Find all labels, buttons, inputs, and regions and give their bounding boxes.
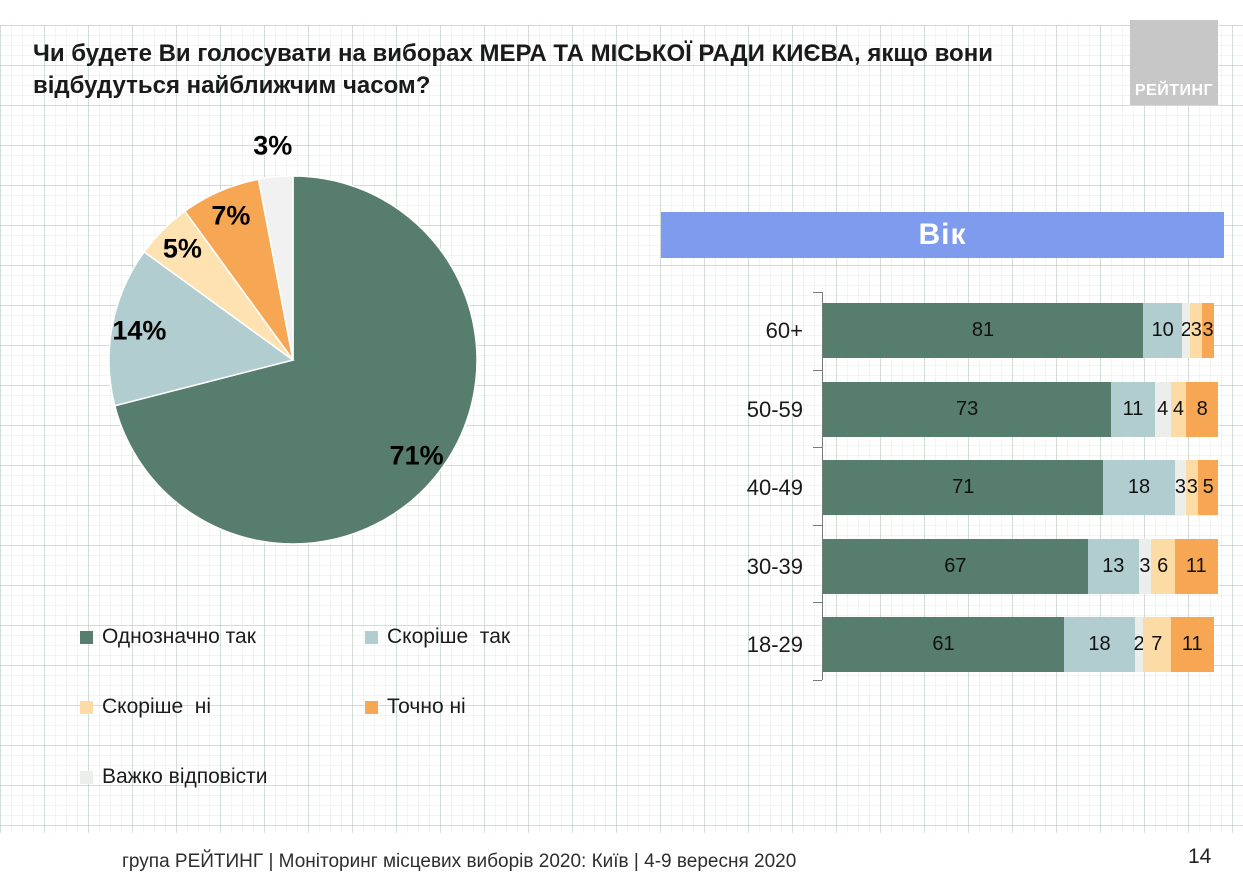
legend-swatch: [365, 700, 378, 714]
pie-slice-2: [108, 250, 295, 407]
legend-swatch: [80, 630, 93, 644]
pie-value-label: 3%: [253, 130, 293, 161]
legend-swatch: [365, 630, 378, 644]
legend-swatch: [80, 770, 93, 784]
legend-label: Точно ні: [387, 695, 466, 718]
legend-item: Важко відповісти: [80, 764, 365, 790]
pie-chart: [107, 174, 479, 546]
rating-logo-text: РЕЙТИНГ: [1134, 82, 1214, 99]
legend-label: Скоріше ні: [102, 695, 212, 718]
legend-swatch: [80, 700, 93, 714]
pie-value-label: 5%: [162, 233, 202, 264]
page-number: 14: [1188, 845, 1212, 868]
age-banner-title: Вік: [918, 218, 967, 251]
rating-logo: РЕЙТИНГ: [1130, 20, 1218, 105]
legend-item: Скоріше так: [365, 624, 665, 650]
legend-item: Точно ні: [365, 694, 665, 720]
pie-slice-1: [113, 175, 478, 545]
pie-value-label: 71%: [389, 440, 444, 471]
age-banner: Вік: [661, 212, 1224, 258]
pie-slice-5: [257, 175, 294, 361]
pie-value-label: 7%: [211, 200, 251, 231]
pie-legend: Однозначно так Скоріше так Скоріше ні Точно…: [80, 624, 665, 790]
legend-item: Скоріше ні: [80, 694, 365, 720]
legend-label: Однозначно так: [102, 625, 256, 648]
legend-item: Однозначно так: [80, 624, 365, 650]
legend-label: Скоріше так: [387, 625, 511, 648]
slide-title: Чи будете Ви голосувати на виборах МЕРА …: [33, 40, 993, 100]
pie-chart-svg: [108, 175, 478, 545]
footer-text: група РЕЙТИНГ | Моніторинг місцевих вибо…: [122, 851, 797, 872]
legend-label: Важко відповісти: [102, 765, 268, 788]
pie-value-label: 14%: [112, 315, 167, 346]
